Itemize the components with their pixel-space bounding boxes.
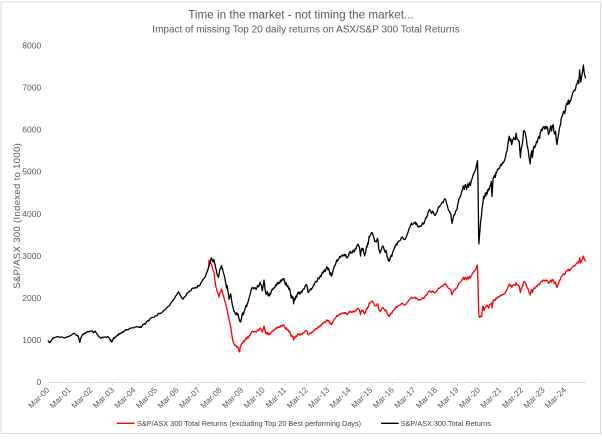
svg-text:S&P/ASX 300 Total Returns: S&P/ASX 300 Total Returns bbox=[401, 419, 492, 428]
svg-text:5000: 5000 bbox=[22, 167, 41, 177]
svg-text:6000: 6000 bbox=[22, 125, 41, 135]
svg-text:S&P/ASX 300 (Indexed to 1000): S&P/ASX 300 (Indexed to 1000) bbox=[12, 143, 23, 289]
svg-text:7000: 7000 bbox=[22, 83, 41, 93]
svg-text:8000: 8000 bbox=[22, 40, 41, 50]
svg-text:1000: 1000 bbox=[22, 335, 41, 345]
svg-text:Time in the market - not timin: Time in the market - not timing the mark… bbox=[188, 8, 414, 21]
svg-text:Impact of missing Top 20 daily: Impact of missing Top 20 daily returns o… bbox=[152, 25, 459, 36]
svg-text:S&P/ASX 300 Total Returns (exc: S&P/ASX 300 Total Returns (excluding Top… bbox=[137, 419, 361, 428]
svg-text:3000: 3000 bbox=[22, 251, 41, 261]
svg-text:0: 0 bbox=[36, 377, 41, 387]
svg-text:4000: 4000 bbox=[22, 209, 41, 219]
svg-text:2000: 2000 bbox=[22, 293, 41, 303]
